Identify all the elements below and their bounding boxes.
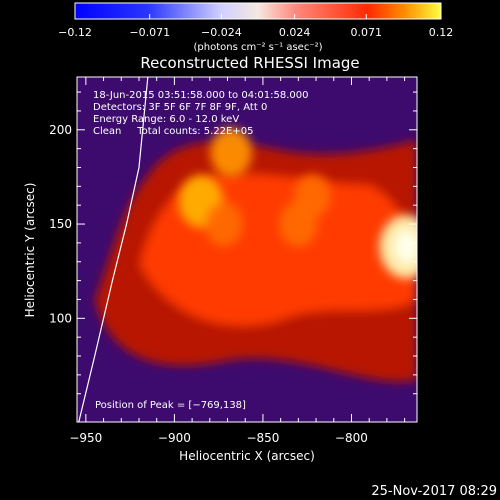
y-tick-label: 100	[49, 311, 72, 325]
colorbar-tick-label: −0.071	[129, 26, 170, 39]
info-detectors: Detectors: 3F 5F 6F 7F 8F 9F, Att 0	[93, 102, 267, 113]
axis-ticks: −950 −900 −850 −800 100 150 200	[49, 77, 417, 445]
colorbar	[74, 2, 442, 20]
chart-title: Reconstructed RHESSI Image	[140, 54, 359, 72]
peak-position-label: Position of Peak = [−769,138]	[95, 400, 246, 411]
solar-limb	[78, 77, 149, 422]
x-axis-label: Heliocentric X (arcsec)	[179, 449, 315, 463]
x-tick-label: −800	[335, 431, 368, 445]
plot-frame	[76, 76, 418, 423]
y-axis-label: Heliocentric Y (arcsec)	[23, 183, 37, 318]
x-tick-label: −950	[69, 431, 102, 445]
emission-peak	[394, 229, 417, 264]
info-text: 18-Jun-2015 03:51:58.000 to 04:01:58.000…	[93, 90, 309, 137]
colorbar-tick-label: 0.12	[429, 26, 454, 39]
footer-date: 25-Nov-2017 08:29	[371, 484, 497, 499]
y-tick-label: 150	[49, 217, 72, 231]
colorbar-units: (photons cm⁻² s⁻¹ asec⁻²)	[193, 42, 322, 53]
emission-sources	[178, 127, 417, 279]
x-tick-label: −850	[246, 431, 279, 445]
colorbar-ticks: −0.12 −0.071 −0.024 0.024 0.071 0.12	[58, 14, 453, 39]
colorbar-tick-label: −0.12	[58, 26, 92, 39]
info-time-range: 18-Jun-2015 03:51:58.000 to 04:01:58.000	[93, 90, 309, 101]
emission-source	[205, 201, 243, 247]
info-energy-range: Energy Range: 6.0 - 12.0 keV	[93, 114, 239, 125]
colorbar-tick-label: 0.024	[279, 26, 311, 39]
info-clean-counts: Clean Total counts: 5.22E+05	[93, 126, 253, 137]
emission-source	[210, 127, 252, 178]
colorbar-tick-label: 0.071	[351, 26, 383, 39]
y-tick-label: 200	[49, 123, 72, 137]
emission-source	[294, 174, 331, 218]
x-tick-label: −900	[158, 431, 191, 445]
heatmap-area	[77, 77, 417, 422]
colorbar-tick-label: −0.024	[201, 26, 242, 39]
